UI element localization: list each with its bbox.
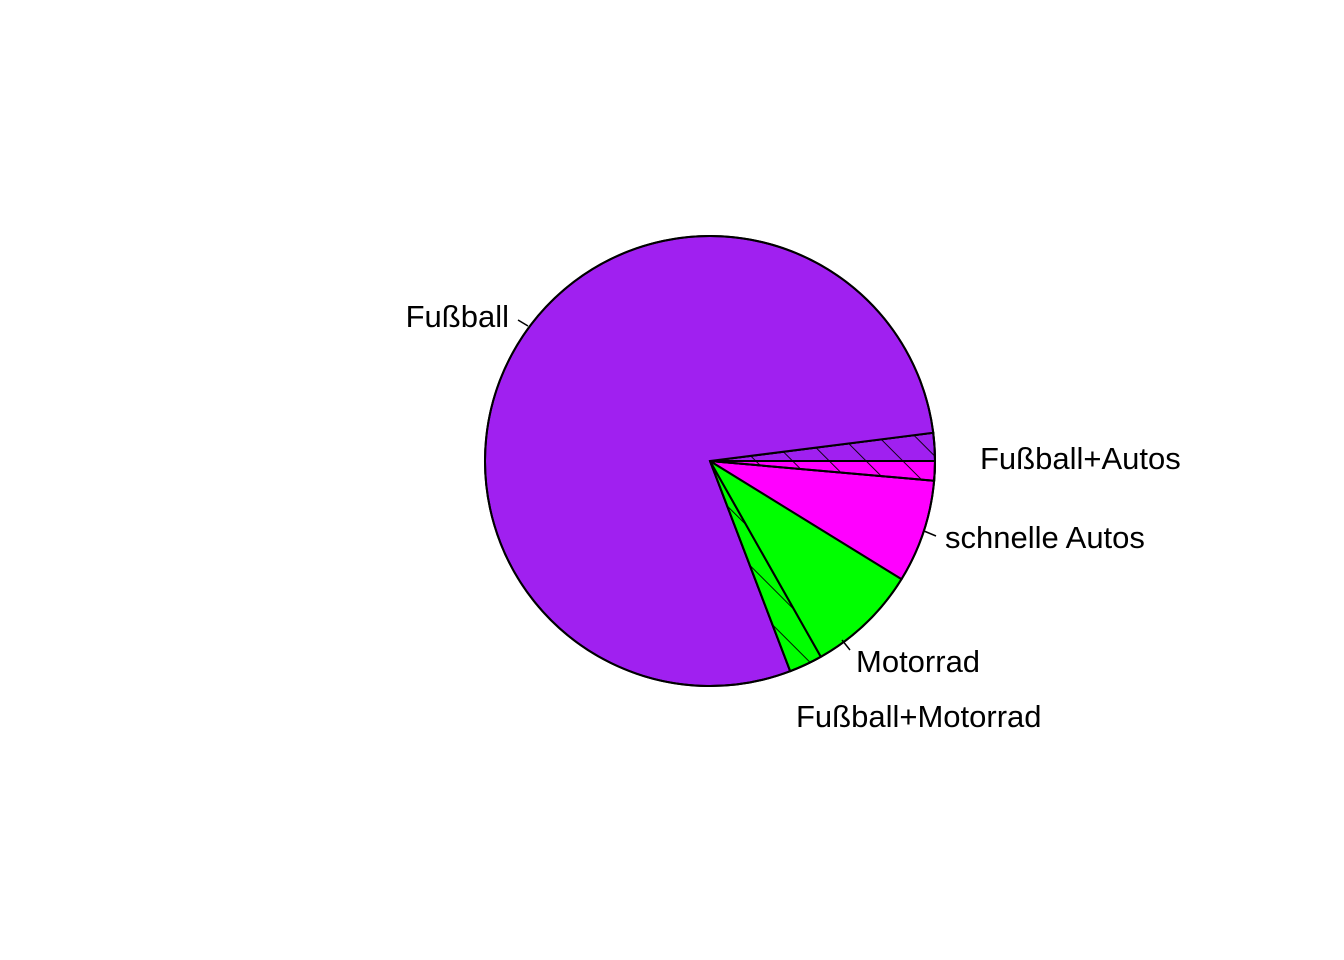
pie-outline xyxy=(484,235,936,687)
label-motorrad: Motorrad xyxy=(856,644,980,679)
label-fussball-motorrad: Fußball+Motorrad xyxy=(796,699,1042,734)
tick-motorrad xyxy=(841,639,851,651)
slice-labels: Fußball Fußball+Autos schnelle Autos Mot… xyxy=(406,299,1181,734)
pie-slices xyxy=(484,235,937,687)
tick-schnelle-autos xyxy=(923,530,937,537)
label-fussball-autos: Fußball+Autos xyxy=(980,441,1181,476)
label-schnelle-autos: schnelle Autos xyxy=(945,520,1145,555)
label-fussball: Fußball xyxy=(406,299,509,334)
tick-fussball xyxy=(517,319,529,327)
label-ticks xyxy=(517,319,937,651)
